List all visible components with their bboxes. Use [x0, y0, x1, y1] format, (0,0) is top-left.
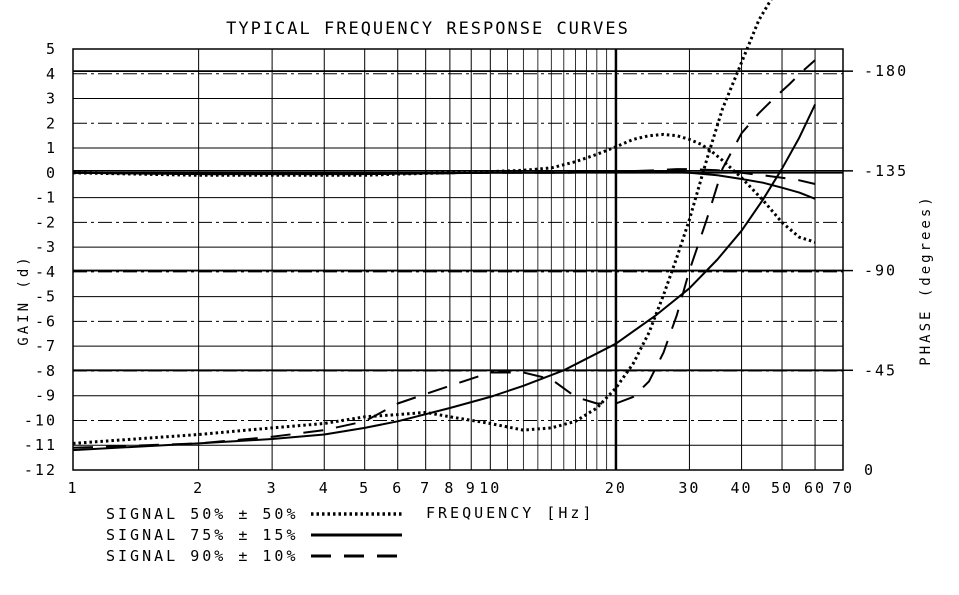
gain-tick-label: -9	[35, 387, 57, 405]
frequency-axis-label: FREQUENCY [Hz]	[426, 504, 594, 522]
phase-axis-label: PHASE (degrees)	[918, 194, 934, 365]
series-line-gain-0	[72, 132, 816, 244]
legend: SIGNAL 50% ± 50% SIGNAL 75% ± 15% SIGNAL 9…	[106, 505, 402, 565]
frequency-tick-label: 9	[466, 479, 477, 497]
gain-tick-label: 1	[46, 139, 57, 157]
gain-tick-label: -3	[35, 238, 57, 256]
frequency-tick-label: 30	[678, 479, 700, 497]
legend-label: SIGNAL 90% ± 10%	[106, 547, 299, 565]
series-line-phase-4	[72, 103, 817, 452]
legend-label: SIGNAL 50% ± 50%	[106, 505, 299, 523]
gain-tick-label: -11	[24, 436, 57, 454]
gain-tick-label: -4	[35, 263, 57, 281]
plot-frame	[72, 48, 844, 471]
frequency-tick-label: 3	[267, 479, 278, 497]
phase-tick-label: -180	[864, 62, 908, 80]
gain-tick-label: -1	[35, 189, 57, 207]
phase-tick-labels: -180 -135 -90 -45 0	[864, 62, 908, 479]
frequency-tick-label: 70	[832, 479, 854, 497]
series-line-phase-5	[72, 59, 816, 449]
gain-tick-label: -7	[35, 337, 57, 355]
frequency-tick-label: 40	[731, 479, 753, 497]
gain-axis-label: GAIN (d)	[16, 254, 32, 345]
frequency-tick-label: 10	[479, 479, 501, 497]
gain-tick-label: -8	[35, 362, 57, 380]
gain-tick-label: 0	[46, 164, 57, 182]
series-lines	[72, 0, 817, 452]
gain-tick-label: -12	[24, 461, 57, 479]
frequency-tick-label: 60	[804, 479, 826, 497]
series-line-phase-3	[72, 0, 773, 445]
phase-tick-label: -45	[864, 361, 897, 379]
frequency-tick-label: 7	[420, 479, 431, 497]
gain-tick-label: 3	[46, 90, 57, 108]
gain-tick-label: -2	[35, 213, 57, 231]
phase-tick-label: -135	[864, 162, 908, 180]
frequency-tick-label: 6	[392, 479, 403, 497]
gain-tick-label: -10	[24, 411, 57, 429]
frequency-tick-label: 5	[359, 479, 370, 497]
phase-tick-label: -90	[864, 262, 897, 280]
frequency-tick-label: 1	[67, 479, 78, 497]
gain-tick-labels: 5 4 3 2 1 0 -1 -2 -3 -4 -5 -6 -7 -8 -9 -10 -11 -12	[24, 40, 57, 479]
frequency-tick-labels: 1 2 3 4 5 6 7 8 9 10 20 30 40 50 60 70	[67, 479, 854, 497]
gain-tick-label: 2	[46, 114, 57, 132]
frequency-tick-label: 50	[771, 479, 793, 497]
legend-label: SIGNAL 75% ± 15%	[106, 526, 299, 544]
series-line-gain-2	[72, 168, 816, 185]
grid	[72, 48, 853, 471]
gain-tick-label: 5	[46, 40, 57, 58]
phase-tick-label: 0	[864, 461, 875, 479]
gain-tick-label: -5	[35, 288, 57, 306]
frequency-tick-label: 20	[605, 479, 627, 497]
frequency-tick-label: 8	[444, 479, 455, 497]
frequency-tick-label: 2	[193, 479, 204, 497]
gain-tick-label: 4	[46, 65, 57, 83]
gain-tick-label: -6	[35, 312, 57, 330]
chart-title: TYPICAL FREQUENCY RESPONSE CURVES	[226, 19, 630, 39]
frequency-tick-label: 4	[319, 479, 330, 497]
